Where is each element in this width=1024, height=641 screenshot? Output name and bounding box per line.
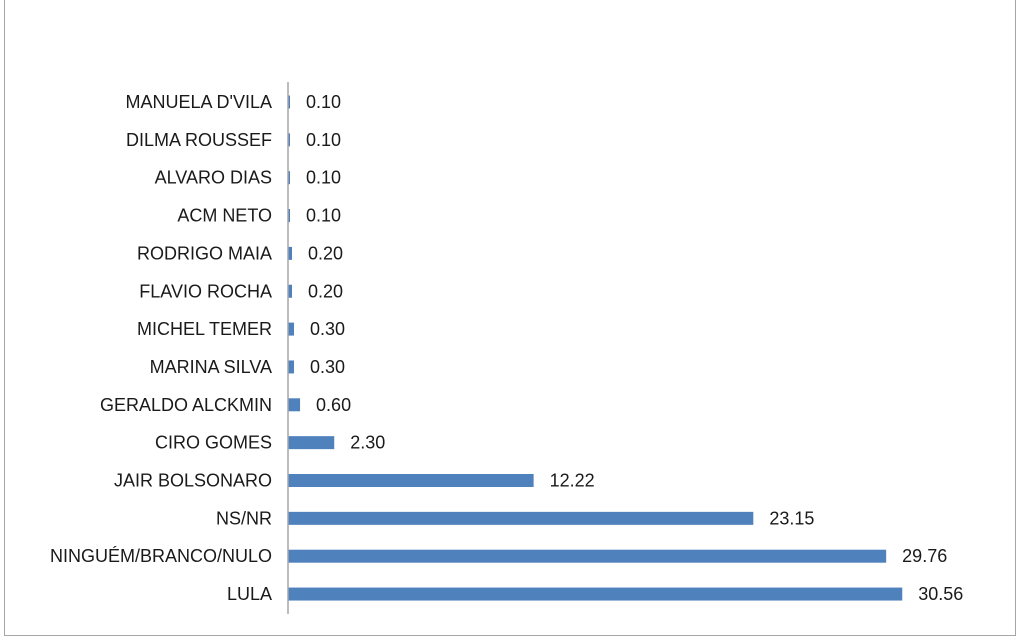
category-label: NS/NR	[216, 508, 272, 528]
value-label: 0.10	[306, 130, 341, 150]
category-label: LULA	[227, 584, 272, 604]
value-label: 0.10	[306, 206, 341, 226]
category-labels-group: MANUELA D'VILA DILMA ROUSSEF ALVARO DIAS AC…	[50, 92, 272, 604]
category-label: NINGUÉM/BRANCO/NULO	[50, 546, 272, 566]
value-label: 23.15	[769, 508, 814, 528]
value-label: 30.56	[918, 584, 963, 604]
bar	[288, 436, 335, 450]
bar	[288, 398, 301, 412]
value-label: 0.30	[310, 357, 345, 377]
value-labels-group: 0.10 0.10 0.10 0.10 0.20 0.20 0.30 0.30 0.60 2.30…	[306, 92, 963, 604]
category-label: MANUELA D'VILA	[126, 92, 273, 112]
bar	[288, 246, 293, 260]
bar	[288, 511, 754, 525]
value-label: 0.20	[308, 281, 343, 301]
category-label: MICHEL TEMER	[137, 319, 272, 339]
bar	[288, 587, 903, 601]
bar	[288, 95, 291, 109]
value-label: 12.22	[550, 471, 595, 491]
value-label: 0.10	[306, 92, 341, 112]
bar	[288, 209, 291, 223]
value-label: 0.30	[310, 319, 345, 339]
bar	[288, 549, 887, 563]
bar	[288, 133, 291, 147]
bar	[288, 284, 293, 298]
category-label: RODRIGO MAIA	[137, 243, 272, 263]
category-label: JAIR BOLSONARO	[114, 471, 272, 491]
bar	[288, 171, 291, 185]
value-label: 0.10	[306, 168, 341, 188]
bars-group	[288, 95, 903, 601]
chart-frame	[4, 0, 1016, 636]
bar	[288, 474, 534, 487]
bar	[288, 322, 295, 336]
category-label: CIRO GOMES	[155, 433, 272, 453]
category-label: DILMA ROUSSEF	[126, 130, 272, 150]
category-label: GERALDO ALCKMIN	[100, 395, 272, 415]
category-label: ACM NETO	[177, 206, 272, 226]
bar	[288, 360, 295, 374]
category-label: MARINA SILVA	[150, 357, 272, 377]
category-label: ALVARO DIAS	[155, 168, 272, 188]
value-label: 2.30	[350, 433, 385, 453]
value-label: 0.20	[308, 243, 343, 263]
value-label: 0.60	[316, 395, 351, 415]
value-label: 29.76	[902, 546, 947, 566]
category-label: FLAVIO ROCHA	[139, 281, 272, 301]
